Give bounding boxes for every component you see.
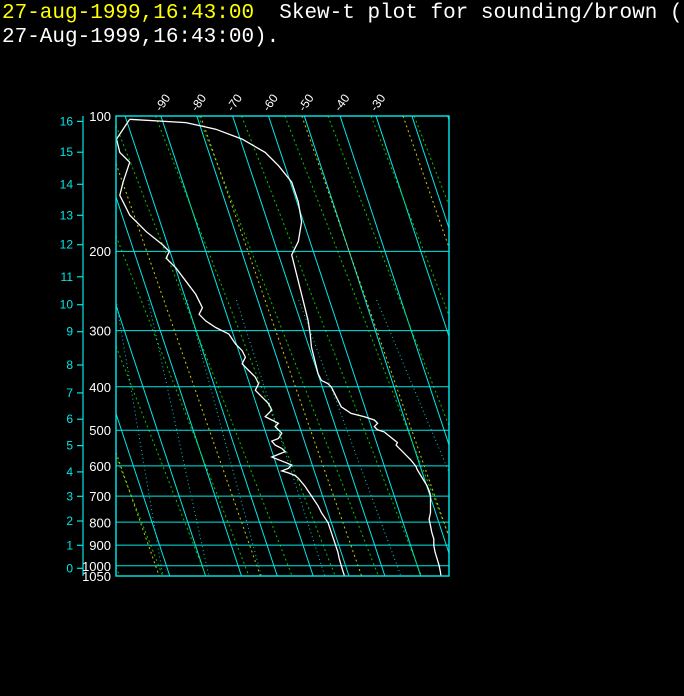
svg-text:15: 15 [60,145,74,159]
svg-text:-60: -60 [259,91,281,114]
svg-text:7: 7 [66,386,73,400]
svg-text:4: 4 [66,465,73,479]
svg-text:6: 6 [66,412,73,426]
svg-text:500: 500 [89,423,111,438]
svg-text:8: 8 [66,358,73,372]
svg-text:-30: -30 [367,91,389,114]
svg-text:11: 11 [61,270,74,284]
svg-text:600: 600 [89,459,111,474]
svg-text:700: 700 [89,489,111,504]
svg-text:-50: -50 [295,91,317,114]
svg-text:0: 0 [66,561,73,575]
svg-text:900: 900 [89,538,111,553]
svg-text:12: 12 [60,238,74,252]
svg-text:300: 300 [89,324,111,339]
svg-text:2: 2 [66,514,73,528]
svg-text:-90: -90 [152,91,174,114]
svg-text:5: 5 [66,439,73,453]
svg-text:10: 10 [60,298,74,312]
svg-text:9: 9 [66,325,73,339]
svg-text:400: 400 [89,380,111,395]
svg-text:800: 800 [89,515,111,530]
svg-text:13: 13 [60,208,74,222]
svg-text:-40: -40 [331,91,353,114]
svg-text:3: 3 [66,489,73,503]
svg-text:1: 1 [66,538,73,552]
svg-text:200: 200 [89,244,111,259]
svg-text:1050: 1050 [82,569,111,584]
svg-text:16: 16 [60,114,74,128]
svg-text:14: 14 [60,177,74,191]
svg-text:-80: -80 [188,91,210,114]
svg-text:-70: -70 [224,91,246,114]
svg-text:100: 100 [89,109,111,124]
